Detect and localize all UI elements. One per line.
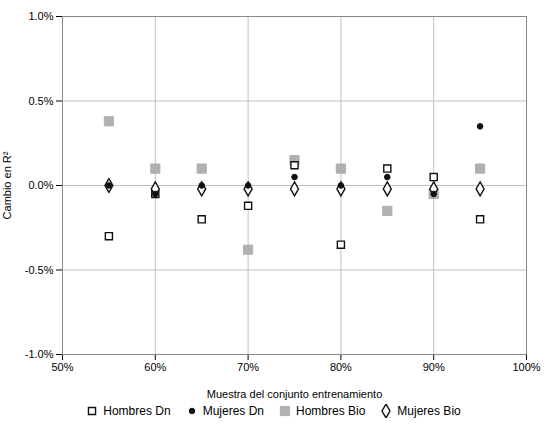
svg-text:90%: 90% [423, 361, 445, 373]
svg-text:100%: 100% [512, 361, 540, 373]
svg-text:80%: 80% [330, 361, 352, 373]
svg-text:1.0%: 1.0% [28, 10, 53, 22]
svg-text:0.5%: 0.5% [28, 95, 53, 107]
svg-text:50%: 50% [51, 361, 73, 373]
svg-text:Muestra del conjunto entrenami: Muestra del conjunto entrenamiento [207, 388, 383, 400]
html-text:Hombres Dn: Hombres Dn [103, 404, 171, 418]
svg-text:60%: 60% [144, 361, 166, 373]
svg-text:0.0%: 0.0% [28, 179, 53, 191]
html-text:Hombres Bio: Hombres Bio [296, 404, 366, 418]
html-text:Mujeres Bio: Mujeres Bio [397, 404, 461, 418]
svg-text:-1.0%: -1.0% [25, 348, 54, 360]
html-text:Mujeres Dn: Mujeres Dn [202, 404, 264, 418]
svg-text:-0.5%: -0.5% [25, 264, 54, 276]
svg-text:70%: 70% [237, 361, 259, 373]
svg-text:Cambio en R²: Cambio en R² [1, 151, 13, 219]
